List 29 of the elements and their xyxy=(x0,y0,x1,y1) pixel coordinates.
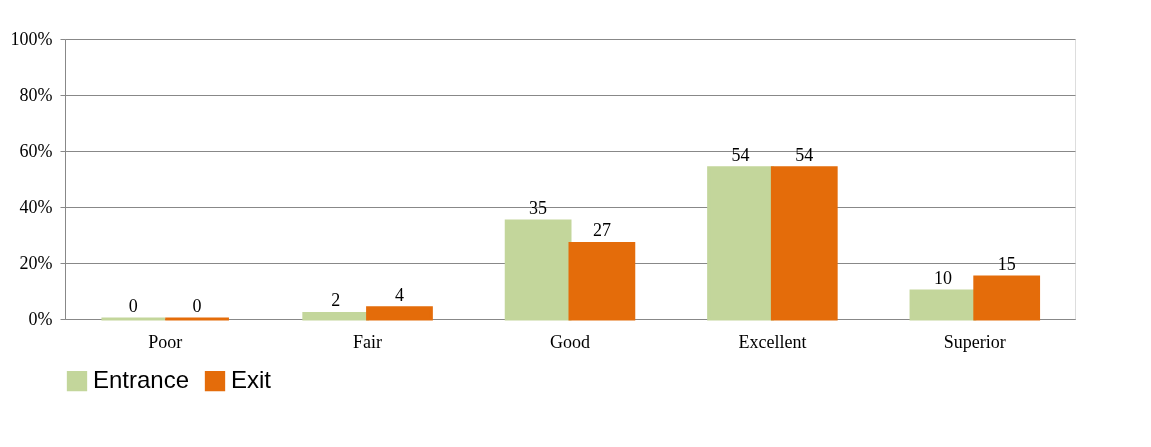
data-label: 2 xyxy=(331,290,341,311)
y-tick-label: 20% xyxy=(19,252,53,273)
y-tick-label: 60% xyxy=(19,140,53,161)
bar xyxy=(770,166,838,321)
x-tick-label: Fair xyxy=(353,331,383,352)
data-label: 27 xyxy=(592,220,611,241)
y-tick-label: 100% xyxy=(10,28,53,49)
bar xyxy=(568,241,636,321)
bar xyxy=(707,166,774,321)
x-tick-label: Good xyxy=(550,331,590,352)
x-tick-label: Excellent xyxy=(738,331,807,352)
bar xyxy=(366,306,433,321)
data-label: 4 xyxy=(394,284,404,305)
y-tick-label: 0% xyxy=(28,308,53,329)
bar xyxy=(973,275,1041,321)
data-label: 0 xyxy=(128,296,138,316)
bar xyxy=(504,219,572,321)
data-label: 35 xyxy=(529,198,548,218)
legend-label: Exit xyxy=(231,366,272,394)
x-tick-label: Poor xyxy=(148,331,183,352)
data-label: 10 xyxy=(933,268,952,288)
y-tick-label: 80% xyxy=(19,84,53,105)
legend-label: Entrance xyxy=(93,366,190,394)
data-label: 15 xyxy=(997,254,1016,274)
data-label: 54 xyxy=(795,144,814,165)
x-tick-label: Superior xyxy=(943,331,1006,352)
y-tick-label: 40% xyxy=(19,196,53,217)
data-label: 0 xyxy=(192,296,202,316)
data-label: 54 xyxy=(731,144,750,165)
